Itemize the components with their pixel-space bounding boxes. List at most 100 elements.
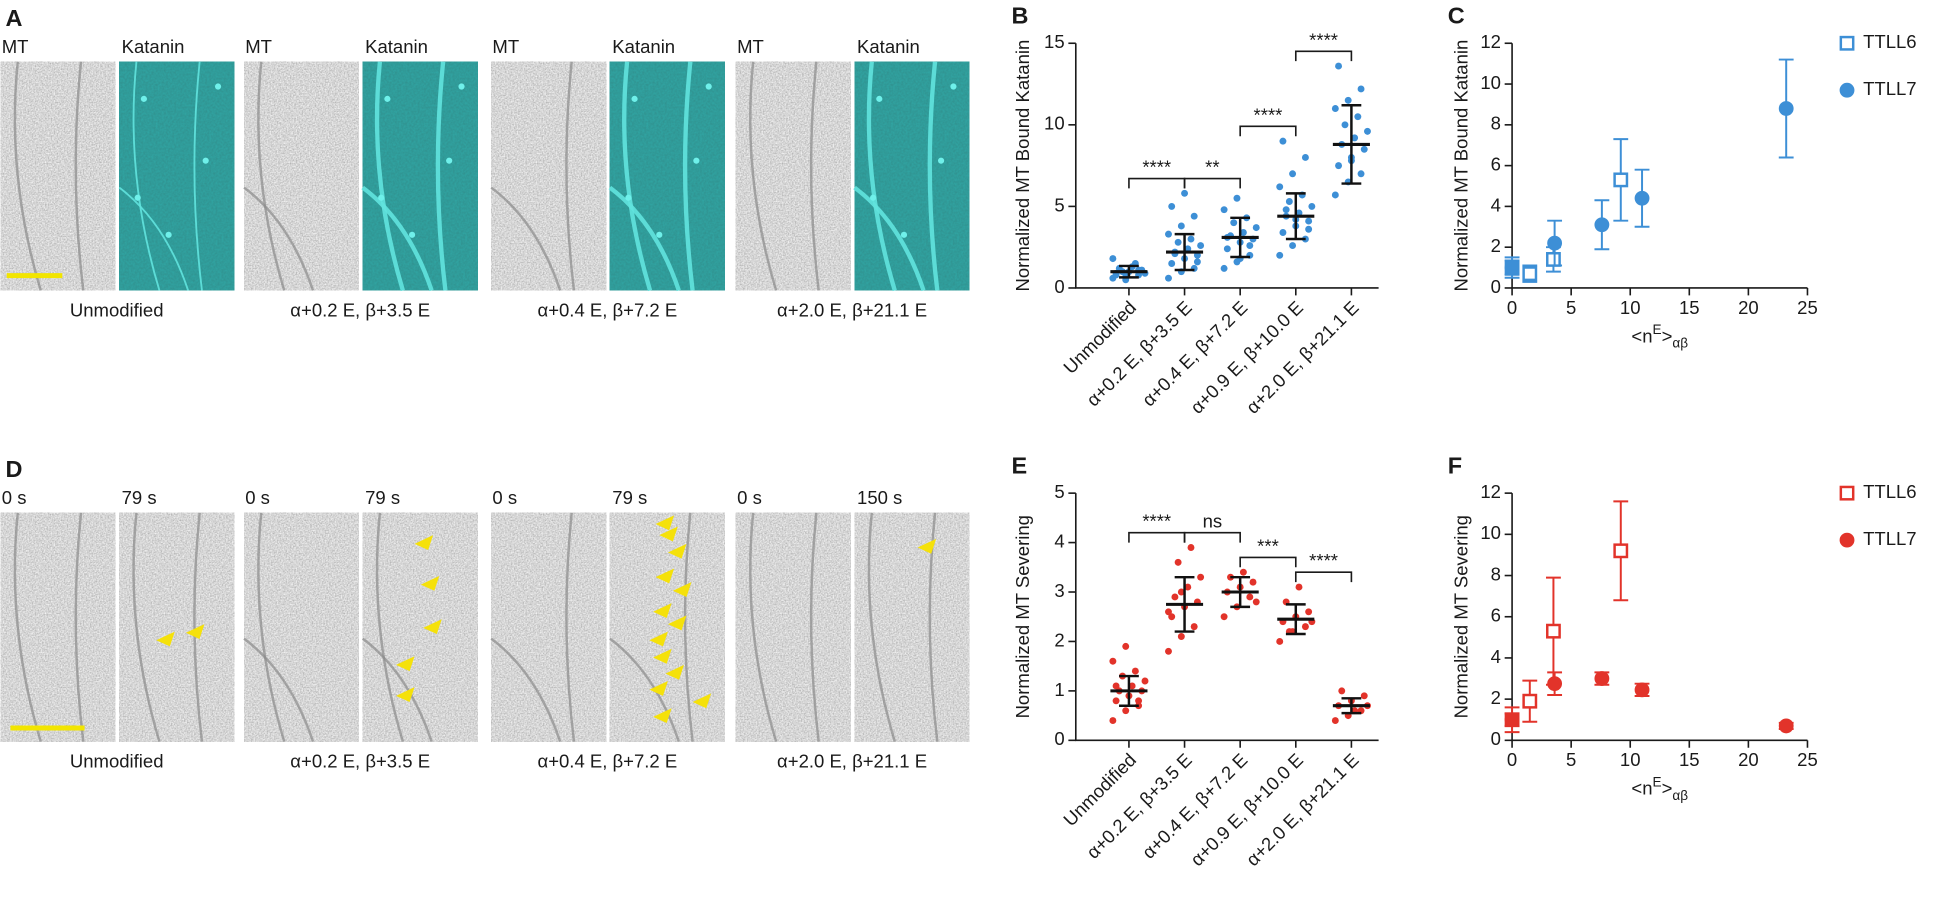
data-point [1276,251,1284,259]
data-point [1109,657,1117,665]
data-point [1233,194,1241,202]
data-point [1168,260,1176,267]
significance-label: **** [1142,511,1171,532]
data-point [1190,623,1198,631]
error-bar-line [1174,575,1195,633]
speckle [870,194,877,201]
speckle [625,194,632,201]
arrowhead [423,619,442,635]
speckle [631,95,638,102]
data-point [1168,613,1176,621]
x-tick-label: 20 [1738,749,1759,770]
significance-label: **** [1309,29,1338,50]
significance-label: **** [1142,157,1171,178]
image-background [119,512,235,742]
data-point [1177,588,1185,596]
image-label: Katanin [365,36,428,57]
speckle [876,95,883,102]
data-point [1778,718,1794,734]
panel-letter: A [5,5,22,31]
data-point [1249,578,1257,586]
y-tick-label: 12 [1480,481,1501,502]
micrograph [243,61,359,291]
data-point [1165,647,1172,655]
x-tick-label: 15 [1679,297,1700,318]
image-caption: α+0.4 E, β+7.2 E [537,750,677,771]
error-bar-line [1285,603,1306,636]
data-point [1305,217,1313,225]
axis-line [1511,43,1808,289]
data-point [1354,113,1362,121]
image-caption: Unmodified [70,750,164,771]
speckle [950,83,957,90]
y-axis-title: Normalized MT Severing [1451,515,1472,718]
error-bar [1341,104,1362,185]
microtubule [193,512,204,742]
x-axis-title-sub: αβ [1672,788,1688,803]
data-point [1331,191,1339,199]
panel-letter: F [1448,452,1462,478]
y-tick-label: 15 [1044,31,1065,52]
arrowhead [917,538,937,554]
arrowhead [672,582,692,597]
significance-bracket [1128,531,1186,543]
microtubule [809,512,820,742]
image-label: 79 s [365,487,400,508]
significance-bracket [1128,177,1186,189]
speckle [900,231,908,238]
data-point [1112,697,1120,705]
y-tick-label: 0 [1491,728,1501,749]
y-tick-label: 0 [1054,276,1064,297]
micrograph [609,512,725,742]
data-point [1305,608,1313,616]
significance-bracket [1183,177,1241,189]
microtubule [243,637,315,742]
panel-letter: C [1448,3,1465,29]
image-label: 0 s [737,487,762,508]
speckle [202,157,209,164]
image-label: 79 s [122,487,157,508]
y-tick-label: 12 [1480,31,1501,52]
y-tick-label: 10 [1044,113,1065,134]
microtubule [682,61,695,291]
data-point [1141,677,1149,685]
image-label: 0 s [492,487,517,508]
data-point [1357,85,1365,93]
data-point [1331,105,1339,112]
x-tick-label: 10 [1620,297,1641,318]
microtubule [257,61,286,291]
x-tick-label: 25 [1797,297,1818,318]
image-caption: α+0.4 E, β+7.2 E [537,299,677,320]
speckle [409,231,416,238]
data-point [1174,238,1182,246]
arrowhead [692,693,712,709]
x-axis-title-part: <n [1631,778,1652,799]
image-label: MT [492,36,519,57]
image-label: Katanin [612,36,675,57]
micrograph [735,512,851,742]
micrograph [0,512,116,742]
data-point [1193,258,1201,266]
data-point [1177,633,1185,640]
significance-bracket [1294,571,1353,583]
microtubule [609,637,680,742]
data-point [1246,593,1254,601]
image-label: 0 s [2,487,27,508]
significance-bracket [1239,125,1297,137]
y-axis-title: Normalized MT Severing [1012,515,1033,718]
image-caption: α+0.2 E, β+3.5 E [290,750,430,771]
image-label: MT [737,36,764,57]
y-tick-label: 1 [1054,679,1064,700]
data-point [1171,593,1179,601]
error-bar [1230,575,1251,609]
microtubule [13,61,42,291]
data-point [1220,613,1228,621]
data-point [1174,558,1182,566]
data-point [1252,224,1260,232]
arrowhead [396,656,415,672]
y-tick-label: 0 [1054,728,1064,749]
data-point [1504,712,1520,728]
x-tick-label: 0 [1507,297,1517,318]
y-tick-label: 2 [1491,687,1501,708]
y-tick-label: 10 [1480,72,1501,93]
